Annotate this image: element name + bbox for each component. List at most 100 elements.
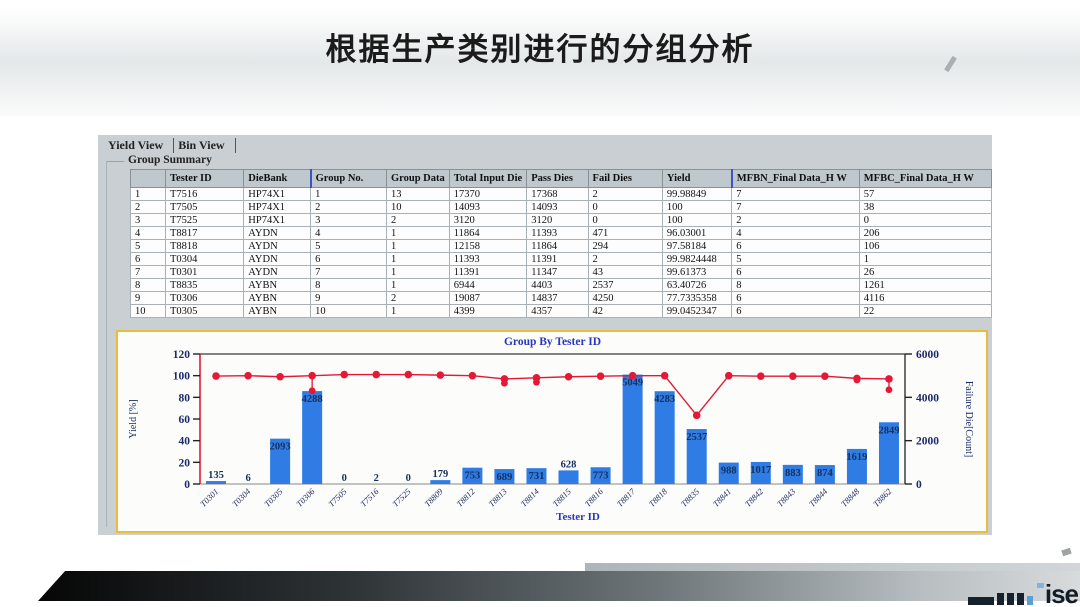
column-header[interactable]: Group Data xyxy=(385,169,450,188)
table-cell: 14093 xyxy=(448,200,528,214)
table-cell: 99.9824448 xyxy=(661,252,733,266)
table-row[interactable]: 8 T8835 AYBN 8 1 6944 4403 2537 63.40726 8 1261 xyxy=(129,278,993,292)
table-cell: 6 xyxy=(731,265,860,279)
x-tick-label: T8812 xyxy=(454,486,477,509)
row-number-cell: 7 xyxy=(129,265,167,279)
table-cell: 4116 xyxy=(858,291,993,305)
table-cell: AYDN xyxy=(243,265,312,279)
yield-marker xyxy=(692,411,701,420)
y-tick-label-left: 120 xyxy=(173,349,191,361)
table-cell: 13 xyxy=(385,187,450,201)
yield-marker xyxy=(756,372,765,381)
table-cell: T8817 xyxy=(165,226,245,240)
yield-line xyxy=(216,373,889,417)
y-tick-label-left: 20 xyxy=(179,457,191,469)
table-cell: 9 xyxy=(310,291,387,305)
bar-value-label: 0 xyxy=(342,473,347,484)
yield-marker xyxy=(244,371,252,380)
table-cell: T8818 xyxy=(165,239,245,253)
y-axis-title-right: Failure Die[Count] xyxy=(963,381,974,457)
table-cell: T7516 xyxy=(165,187,245,201)
column-header[interactable]: Total Input Die xyxy=(448,169,528,188)
column-header[interactable]: MFBN_Final Data_H W xyxy=(730,169,860,188)
table-row[interactable]: 9 T0306 AYBN 9 2 19087 14837 4250 77.7335358 6 411… xyxy=(129,291,993,305)
table-cell: 2 xyxy=(310,200,387,214)
column-header[interactable]: Tester ID xyxy=(165,169,245,188)
column-header[interactable]: Group No. xyxy=(309,169,387,188)
table-cell: 206 xyxy=(858,226,993,240)
table-cell: 22 xyxy=(858,304,993,318)
y-tick-label-right: 0 xyxy=(916,479,922,491)
x-tick-label: T8815 xyxy=(550,486,572,508)
table-row[interactable]: 3 T7525 HP74X1 3 2 3120 3120 0 100 2 0 xyxy=(129,213,993,227)
x-tick-label: T7525 xyxy=(390,486,412,508)
yield-marker xyxy=(724,371,733,380)
table-cell: 11864 xyxy=(526,239,589,253)
yield-marker xyxy=(628,371,637,380)
yield-marker xyxy=(885,375,893,383)
table-cell: HP74X1 xyxy=(243,200,312,214)
y-tick-label-right: 4000 xyxy=(916,392,939,404)
logo-text: ise xyxy=(1044,579,1079,607)
table-row[interactable]: 10 T0305 AYBN 10 1 4399 4357 42 99.0452347 6 22 xyxy=(129,304,993,318)
column-header[interactable]: Yield xyxy=(661,169,733,188)
table-cell: 3120 xyxy=(526,213,589,227)
table-cell: 1 xyxy=(858,252,993,266)
table-cell: 294 xyxy=(587,239,663,253)
yield-marker xyxy=(789,372,797,381)
table-cell: 2 xyxy=(731,213,860,227)
table-row[interactable]: 5 T8818 AYDN 5 1 12158 11864 294 97.58184 6 106 xyxy=(129,239,993,253)
table-cell: 63.40726 xyxy=(661,278,733,292)
table-cell: 4 xyxy=(731,226,860,240)
yield-marker xyxy=(596,372,605,381)
x-tick-label: T8848 xyxy=(839,486,862,509)
bar-value-label: 689 xyxy=(497,472,513,483)
table-cell: 8 xyxy=(310,278,387,292)
table-cell: 43 xyxy=(587,265,663,279)
table-cell: T0304 xyxy=(165,252,245,266)
table-cell: AYDN xyxy=(243,252,312,266)
x-tick-label: T8814 xyxy=(518,486,541,509)
chart-title: Group By Tester ID xyxy=(504,336,601,348)
table-cell: 3120 xyxy=(448,213,528,227)
yield-marker xyxy=(468,371,477,380)
table-row[interactable]: 7 T0301 AYDN 7 1 11391 11347 43 99.61373 6 26 xyxy=(129,265,993,279)
table-row[interactable]: 6 T0304 AYDN 6 1 11393 11391 2 99.9824448 5 1 xyxy=(129,252,993,266)
column-header[interactable]: Fail Dies xyxy=(587,169,663,188)
yield-marker xyxy=(340,370,349,379)
groupbox-border xyxy=(106,161,124,162)
table-cell: 7 xyxy=(310,265,387,279)
tab-bin-view[interactable]: Bin View xyxy=(174,137,236,153)
table-cell: 6 xyxy=(731,291,860,305)
x-tick-label: T8842 xyxy=(743,486,766,509)
row-number-cell: 9 xyxy=(129,291,167,305)
table-cell: 19087 xyxy=(448,291,528,305)
x-tick-label: T8835 xyxy=(679,486,701,508)
table-cell: T7525 xyxy=(165,213,245,227)
column-header[interactable]: Pass Dies xyxy=(526,169,589,188)
table-cell: 11393 xyxy=(448,252,528,266)
bar-value-label: 773 xyxy=(593,470,609,481)
column-header[interactable]: MFBC_Final Data_H W xyxy=(858,169,993,188)
tab-yield-view[interactable]: Yield View xyxy=(104,137,175,153)
table-cell: 1 xyxy=(385,239,450,253)
table-row[interactable]: 4 T8817 AYDN 4 1 11864 11393 471 96.03001 4 206 xyxy=(129,226,993,240)
yield-analysis-app-screenshot: Yield View Bin View Group Summary Tester… xyxy=(98,135,993,535)
table-row[interactable]: 1 T7516 HP74X1 1 13 17370 17368 2 99.98849 7 57 xyxy=(129,187,993,201)
column-header[interactable]: DieBank xyxy=(243,169,312,188)
table-cell: 100 xyxy=(661,213,733,227)
table-cell: 14093 xyxy=(526,200,589,214)
table-cell: T8835 xyxy=(165,278,245,292)
bar-value-label: 753 xyxy=(465,471,481,482)
table-cell: 99.0452347 xyxy=(661,304,733,318)
bar-value-label: 1017 xyxy=(750,465,771,476)
table-cell: 1 xyxy=(310,187,387,201)
column-header[interactable] xyxy=(129,169,167,188)
table-cell: T0305 xyxy=(165,304,245,318)
table-cell: 17370 xyxy=(448,187,528,201)
table-cell: 3 xyxy=(310,213,387,227)
table-row[interactable]: 2 T7505 HP74X1 2 10 14093 14093 0 100 7 38 xyxy=(129,200,993,214)
y-tick-label-left: 80 xyxy=(179,392,191,404)
bar-value-label: 4283 xyxy=(654,394,675,405)
